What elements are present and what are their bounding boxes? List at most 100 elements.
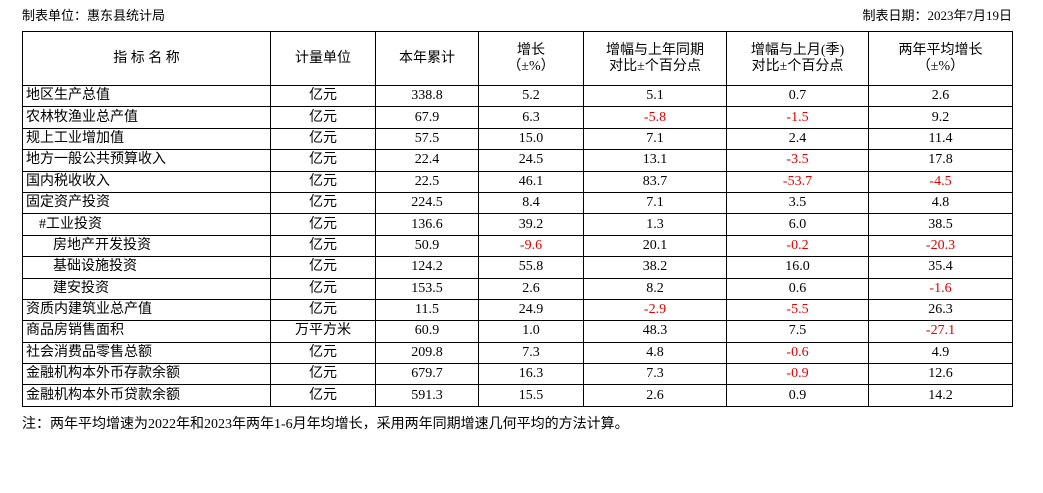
cell: 0.6 [726,277,869,300]
cell: 亿元 [270,256,376,279]
cell: -5.8 [583,106,727,129]
indicator-name: 规上工业增加值 [22,127,271,151]
cell: 67.9 [375,106,479,129]
cell: 2.6 [583,384,727,407]
column-header: 两年平均增长 （±%） [868,31,1013,86]
cell: 39.2 [478,213,584,236]
cell: 6.0 [726,213,869,236]
cell: 2.6 [478,277,584,300]
cell: 亿元 [270,191,376,215]
indicator-name: 地区生产总值 [22,84,271,108]
cell: 亿元 [270,363,376,386]
indicator-name: #工业投资 [22,213,271,236]
cell: 60.9 [375,320,479,343]
indicator-name: 国内税收收入 [22,170,271,193]
cell: 1.0 [478,320,584,343]
cell: 15.0 [478,127,584,151]
cell: 万平方米 [270,320,376,343]
cell: 224.5 [375,191,479,215]
cell: 亿元 [270,84,376,108]
cell: 3.5 [726,191,869,215]
cell: -9.6 [478,234,584,258]
column-header: 计量单位 [270,31,376,86]
indicator-name: 基础设施投资 [22,256,271,279]
cell: 7.1 [583,127,727,151]
indicator-name: 农林牧渔业总产值 [22,106,271,129]
table-row: 建安投资 亿元 153.5 2.6 8.2 0.6 -1.6 [22,277,1013,300]
table-row: 商品房销售面积 万平方米 60.9 1.0 48.3 7.5 -27.1 [22,320,1013,343]
cell: -53.7 [726,170,869,193]
cell: 11.5 [375,298,479,322]
table-row: 金融机构本外币贷款余额 亿元 591.3 15.5 2.6 0.9 14.2 [22,384,1013,407]
cell: 亿元 [270,170,376,193]
indicator-name: 资质内建筑业总产值 [22,298,271,322]
cell: -0.2 [726,234,869,258]
cell: 0.9 [726,384,869,407]
cell: -1.6 [868,277,1013,300]
footnote: 注：两年平均增速为2022年和2023年两年1-6月年均增长，采用两年同期增速几… [22,417,629,432]
cell: -2.9 [583,298,727,322]
indicator-name: 商品房销售面积 [22,320,271,343]
cell: 46.1 [478,170,584,193]
indicator-name: 建安投资 [22,277,271,300]
table-row: 房地产开发投资 亿元 50.9 -9.6 20.1 -0.2 -20.3 [22,234,1013,258]
cell: 0.7 [726,84,869,108]
cell: 16.0 [726,256,869,279]
cell: -20.3 [868,234,1013,258]
cell: 15.5 [478,384,584,407]
cell: 48.3 [583,320,727,343]
cell: 4.8 [868,191,1013,215]
cell: 4.9 [868,341,1013,365]
cell: 7.1 [583,191,727,215]
table-row: 基础设施投资 亿元 124.2 55.8 38.2 16.0 35.4 [22,256,1013,279]
unit: 制表单位：惠东县统计局 [22,8,166,23]
indicator-name: 金融机构本外币贷款余额 [22,384,271,407]
cell: 38.2 [583,256,727,279]
table-row: 金融机构本外币存款余额 亿元 679.7 16.3 7.3 -0.9 12.6 [22,363,1013,386]
table-row: 地方一般公共预算收入 亿元 22.4 24.5 13.1 -3.5 17.8 [22,149,1013,172]
cell: 2.6 [868,84,1013,108]
cell: 5.1 [583,84,727,108]
cell: 24.9 [478,298,584,322]
indicator-name: 地方一般公共预算收入 [22,149,271,172]
cell: 7.5 [726,320,869,343]
cell: 136.6 [375,213,479,236]
cell: 2.4 [726,127,869,151]
cell: 亿元 [270,127,376,151]
cell: 338.8 [375,84,479,108]
table-row: #工业投资 亿元 136.6 39.2 1.3 6.0 38.5 [22,213,1013,236]
cell: 22.5 [375,170,479,193]
cell: 14.2 [868,384,1013,407]
header-row: 指 标 名 称计量单位 本年累计 增长 （±%） 增幅与上年同期 对比±个百分点 增幅与… [22,31,1013,86]
cell: 9.2 [868,106,1013,129]
table-row: 地区生产总值 亿元 338.8 5.2 5.1 0.7 2.6 [22,84,1013,108]
cell: 679.7 [375,363,479,386]
cell: 22.4 [375,149,479,172]
cell: 20.1 [583,234,727,258]
table-row: 农林牧渔业总产值 亿元 67.9 6.3 -5.8 -1.5 9.2 [22,106,1013,129]
cell: 153.5 [375,277,479,300]
table-row: 规上工业增加值 亿元 57.5 15.0 7.1 2.4 11.4 [22,127,1013,151]
cell: 亿元 [270,149,376,172]
cell: 24.5 [478,149,584,172]
column-header: 增长 （±%） [478,31,584,86]
column-header: 增幅与上月(季) 对比±个百分点 [726,31,869,86]
cell: 亿元 [270,277,376,300]
table-row: 资质内建筑业总产值 亿元 11.5 24.9 -2.9 -5.5 26.3 [22,298,1013,322]
indicator-name: 金融机构本外币存款余额 [22,363,271,386]
cell: -0.9 [726,363,869,386]
cell: 209.8 [375,341,479,365]
cell: 7.3 [583,363,727,386]
column-header: 指 标 名 称 [22,31,271,86]
cell: 12.6 [868,363,1013,386]
cell: -3.5 [726,149,869,172]
cell: -27.1 [868,320,1013,343]
table-row: 国内税收收入 亿元 22.5 46.1 83.7 -53.7 -4.5 [22,170,1013,193]
cell: 11.4 [868,127,1013,151]
cell: 591.3 [375,384,479,407]
indicator-name: 固定资产投资 [22,191,271,215]
cell: 1.3 [583,213,727,236]
column-header: 本年累计 [375,31,479,86]
indicator-name: 房地产开发投资 [22,234,271,258]
